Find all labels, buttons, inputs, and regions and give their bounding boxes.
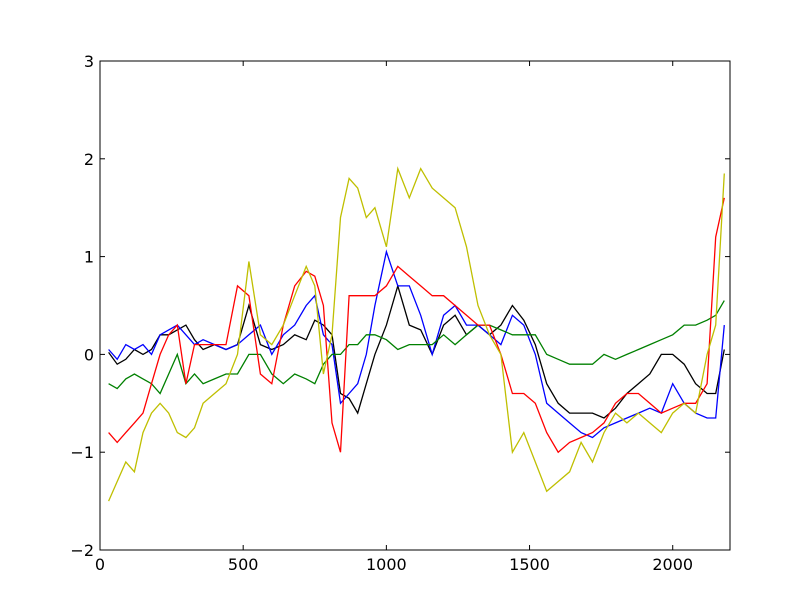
y-tick-label: −1 xyxy=(70,443,94,462)
series-line-3 xyxy=(108,300,725,395)
x-tick-label: 0 xyxy=(95,555,105,574)
series-layer xyxy=(108,166,725,502)
y-tick-label: 1 xyxy=(84,248,94,267)
series-line-5 xyxy=(108,166,725,502)
x-tick-label: 1000 xyxy=(366,555,407,574)
y-tick-label: −2 xyxy=(70,541,94,560)
y-tick-label: 0 xyxy=(84,345,94,364)
y-tick-label: 2 xyxy=(84,150,94,169)
y-tick-label: 3 xyxy=(84,52,94,71)
series-line-1 xyxy=(108,283,725,419)
x-tick-label: 500 xyxy=(228,555,259,574)
x-tick-label: 1500 xyxy=(509,555,550,574)
plot-frame xyxy=(99,60,731,551)
series-line-2 xyxy=(108,249,725,439)
ticks-layer: 0 500 1000 1500 2000 −2 −1 0 1 2 3 xyxy=(70,52,730,574)
x-tick-label: 2000 xyxy=(652,555,693,574)
series-line-4 xyxy=(108,197,725,454)
